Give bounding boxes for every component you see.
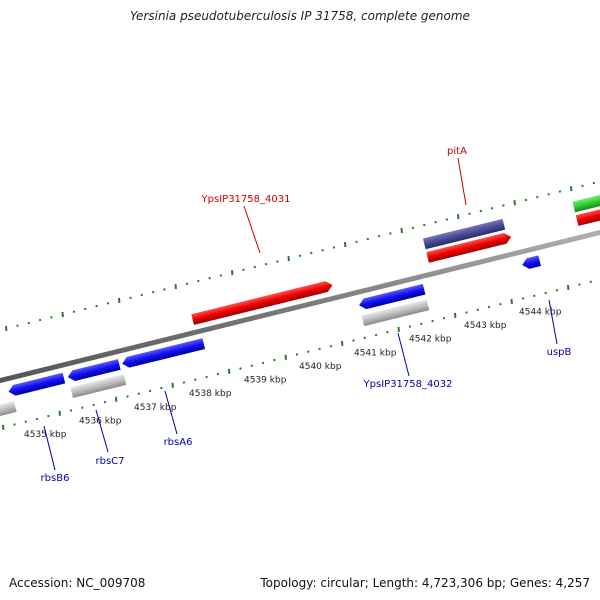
accession-text: Accession: NC_009708 xyxy=(9,576,146,590)
gene-arrow-grey-4032[interactable] xyxy=(361,299,430,327)
ruler-label: 4539 kbp xyxy=(244,376,287,386)
ruler-labels: 4535 kbp 4536 kbp 4537 kbp 4538 kbp 4539… xyxy=(24,308,562,441)
ruler-label: 4537 kbp xyxy=(134,403,177,413)
gene-label-group-rbsc7[interactable]: rbsC7 xyxy=(95,409,125,467)
gene-label-group-rbsb6[interactable]: rbsB6 xyxy=(41,425,70,484)
gene-label-rbsc7[interactable]: rbsC7 xyxy=(95,456,124,467)
gene-arrow-uspb[interactable] xyxy=(521,255,541,270)
ruler-label: 4535 kbp xyxy=(24,430,67,440)
genome-backbone xyxy=(0,229,600,384)
gene-label-rbsa6[interactable]: rbsA6 xyxy=(164,437,193,448)
map-title: Yersinia pseudotuberculosis IP 31758, co… xyxy=(130,9,470,23)
ruler-label: 4538 kbp xyxy=(189,389,232,399)
genome-summary-text: Topology: circular; Length: 4,723,306 bp… xyxy=(260,576,590,590)
gene-label-ypsip31758-4032[interactable]: YpsIP31758_4032 xyxy=(363,379,453,390)
gene-arrow-rbsa6[interactable] xyxy=(121,338,206,369)
ruler-label: 4541 kbp xyxy=(354,348,397,358)
gene-arrow-ypsip31758-4031[interactable] xyxy=(191,280,333,325)
gene-label-group-ypsip31758-4032[interactable]: YpsIP31758_4032 xyxy=(363,332,453,390)
gene-label-group-rbsa6[interactable]: rbsA6 xyxy=(164,390,193,448)
gene-label-rbsb6[interactable]: rbsB6 xyxy=(41,473,70,484)
upper-tick-row xyxy=(5,181,595,332)
gene-arrow-rbsc7-grey[interactable] xyxy=(70,374,127,399)
gene-arrow-rbsc7[interactable] xyxy=(66,359,121,382)
gene-arrow-green[interactable] xyxy=(572,192,600,213)
gene-arrow-red-right-2[interactable] xyxy=(575,205,600,226)
ruler-label: 4540 kbp xyxy=(299,362,342,372)
gene-arrow-blue-4032[interactable] xyxy=(358,283,426,311)
gene-label-group-ypsip31758-4031[interactable]: YpsIP31758_4031 xyxy=(201,194,291,254)
gene-label-uspb[interactable]: uspB xyxy=(547,347,572,358)
gene-label-group-uspb[interactable]: uspB xyxy=(547,299,572,358)
ruler-label: 4542 kbp xyxy=(409,335,452,345)
gene-label-group-pita[interactable]: pitA xyxy=(447,146,467,206)
gene-arrow-grey-left-edge[interactable] xyxy=(0,401,17,420)
gene-arrow-red-right-1[interactable] xyxy=(426,232,512,263)
gene-label-pita[interactable]: pitA xyxy=(447,146,467,157)
gene-arrow-pita-purple[interactable] xyxy=(422,218,506,250)
ruler-label: 4543 kbp xyxy=(464,321,507,331)
lower-tick-row xyxy=(2,280,592,430)
gene-arrow-rbsb6[interactable] xyxy=(7,372,66,397)
gene-label-ypsip31758-4031[interactable]: YpsIP31758_4031 xyxy=(201,194,291,205)
ruler-label: 4544 kbp xyxy=(519,308,562,318)
ruler-label: 4536 kbp xyxy=(79,416,122,426)
